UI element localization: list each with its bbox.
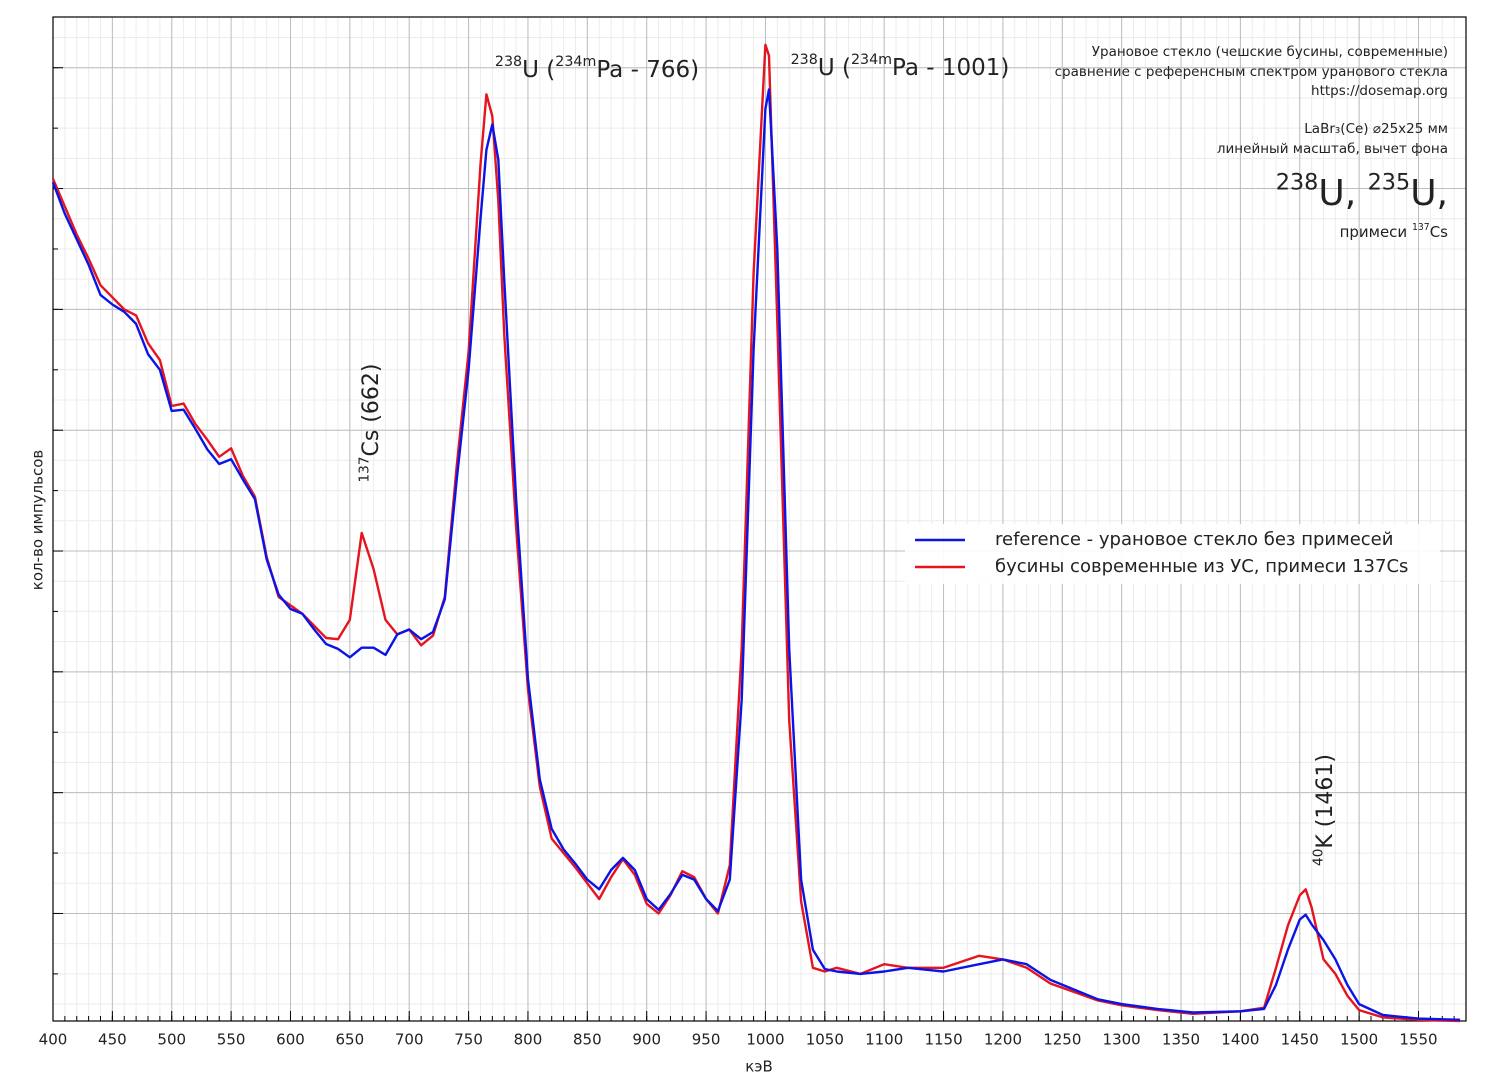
x-tick-label: 1250: [1043, 1031, 1081, 1049]
text-part: U,: [1318, 173, 1367, 214]
annotation: 40K (1461): [1310, 754, 1338, 866]
x-tick-label: 1400: [1221, 1031, 1259, 1049]
x-tick-label: 1550: [1399, 1031, 1437, 1049]
x-axis-label: кэВ: [745, 1058, 773, 1076]
superscript: 137: [356, 456, 372, 482]
legend-label: бусины современные из УС, примеси 137Cs: [995, 556, 1408, 577]
superscript: 238: [791, 52, 818, 68]
text-part: K (1461): [1313, 754, 1338, 849]
x-tick-label: 600: [276, 1031, 305, 1049]
annotation: 238U, 235U,: [1276, 169, 1448, 214]
x-tick-label: 1200: [984, 1031, 1022, 1049]
annotation: примеси 137Cs: [1340, 221, 1449, 240]
x-tick-label: 1150: [924, 1031, 962, 1049]
superscript: 234m: [851, 52, 892, 68]
info-line: линейный масштаб, вычет фона: [1217, 141, 1448, 157]
text-part: примеси: [1340, 223, 1412, 241]
x-tick-label: 1500: [1340, 1031, 1378, 1049]
superscript: 40: [1310, 849, 1326, 866]
x-tick-label: 900: [632, 1031, 661, 1049]
text-part: Pa - 766): [596, 57, 699, 83]
info-line: Урановое стекло (чешские бусины, совреме…: [1092, 44, 1448, 60]
superscript: 234m: [555, 54, 596, 70]
x-tick-label: 1300: [1103, 1031, 1141, 1049]
x-tick-label: 800: [514, 1031, 543, 1049]
text-part: U (: [522, 57, 555, 83]
text-part: U (: [818, 55, 851, 81]
y-axis-label: кол-во импульсов: [29, 450, 47, 590]
x-tick-label: 1450: [1281, 1031, 1319, 1049]
x-tick-label: 400: [39, 1031, 68, 1049]
annotation: 238U (234mPa - 766): [495, 54, 699, 83]
superscript: 238: [1276, 169, 1319, 195]
text-part: Pa - 1001): [892, 55, 1009, 81]
x-tick-label: 700: [395, 1031, 424, 1049]
x-tick-label: 750: [454, 1031, 483, 1049]
text-part: Cs (662): [359, 364, 384, 457]
x-tick-label: 1350: [1162, 1031, 1200, 1049]
x-tick-label: 1000: [746, 1031, 784, 1049]
x-tick-label: 450: [98, 1031, 127, 1049]
x-tick-label: 950: [692, 1031, 721, 1049]
annotation: 238U (234mPa - 1001): [791, 52, 1010, 81]
info-line: сравнение с референсным спектром ураново…: [1055, 64, 1448, 80]
info-line: LaBr₃(Ce) ⌀25x25 мм: [1304, 121, 1448, 137]
annotation: 137Cs (662): [356, 364, 384, 483]
superscript: 235: [1368, 169, 1411, 195]
x-tick-label: 1050: [806, 1031, 844, 1049]
info-line: https://dosemap.org: [1311, 83, 1448, 99]
text-part: U,: [1410, 173, 1448, 214]
x-tick-label: 650: [336, 1031, 365, 1049]
x-tick-label: 1100: [865, 1031, 903, 1049]
x-tick-label: 850: [573, 1031, 602, 1049]
legend-label: reference - урановое стекло без примесей: [995, 529, 1393, 550]
x-tick-label: 500: [157, 1031, 186, 1049]
superscript: 137: [1412, 221, 1430, 232]
legend-box: [905, 524, 1440, 584]
series-line: [51, 88, 1461, 1021]
superscript: 238: [495, 54, 522, 70]
x-tick-label: 550: [217, 1031, 246, 1049]
text-part: Cs: [1430, 223, 1448, 241]
plot-frame: [52, 16, 1467, 1022]
